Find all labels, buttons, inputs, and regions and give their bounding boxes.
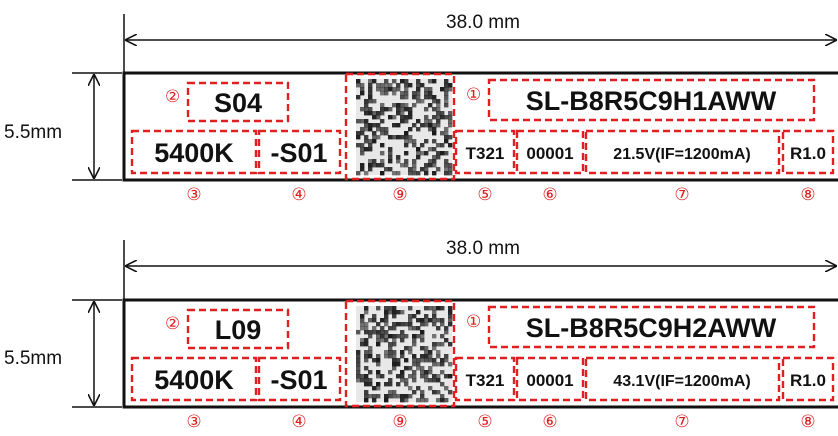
marker-matrix: ⑨ — [392, 185, 407, 204]
width-dimension: 38.0 mm — [123, 238, 836, 300]
marker-suffix: ④ — [291, 185, 306, 204]
marker-part-number: ① — [466, 85, 481, 104]
label-outline — [122, 298, 838, 409]
serial: 00001 — [526, 144, 573, 163]
code-t-box — [454, 356, 516, 402]
width-dim-text: 38.0 mm — [446, 238, 520, 259]
cct: 5400K — [154, 365, 234, 395]
suffix: -S01 — [270, 365, 327, 395]
code-t: T321 — [466, 371, 505, 390]
marker-voltage: ⑦ — [674, 412, 689, 431]
data-matrix — [356, 306, 453, 403]
code-top: S04 — [214, 88, 262, 118]
code-top: L09 — [215, 315, 262, 345]
matrix-box — [344, 72, 456, 181]
data-matrix — [356, 79, 453, 176]
marker-serial: ⑥ — [542, 185, 557, 204]
cct: 5400K — [154, 138, 234, 168]
matrix-box — [344, 299, 456, 408]
voltage: 43.1V(IF=1200mA) — [613, 373, 750, 390]
serial-box — [515, 129, 585, 175]
part-number-box — [487, 78, 816, 122]
revision-box — [781, 356, 835, 402]
height-dim-text: 5.5mm — [4, 122, 62, 143]
marker-serial: ⑥ — [542, 412, 557, 431]
voltage-box — [584, 356, 781, 402]
revision-box — [781, 129, 835, 175]
suffix-box — [257, 356, 342, 402]
marker-cct: ③ — [186, 185, 201, 204]
marker-voltage: ⑦ — [674, 185, 689, 204]
marker-cct: ③ — [186, 412, 201, 431]
code-top-box — [186, 81, 290, 123]
marker-code-top: ② — [165, 87, 180, 106]
suffix: -S01 — [270, 138, 327, 168]
code-t: T321 — [466, 144, 505, 163]
part-number: SL-B8R5C9H1AWW — [526, 86, 777, 116]
cct-box — [130, 356, 258, 402]
revision: R1.0 — [790, 144, 826, 163]
serial: 00001 — [526, 371, 573, 390]
marker-part-number: ① — [466, 312, 481, 331]
label-outline — [122, 71, 838, 182]
cct-box — [130, 129, 258, 175]
marker-revision: ⑧ — [800, 185, 815, 204]
voltage-box — [584, 129, 781, 175]
code-top-box — [186, 308, 290, 350]
height-dimension: 5.5mm — [4, 72, 122, 181]
suffix-box — [257, 129, 342, 175]
marker-revision: ⑧ — [800, 412, 815, 431]
voltage: 21.5V(IF=1200mA) — [613, 146, 750, 163]
marker-matrix: ⑨ — [392, 412, 407, 431]
code-t-box — [454, 129, 516, 175]
marker-suffix: ④ — [291, 412, 306, 431]
serial-box — [515, 356, 585, 402]
part-number-box — [487, 305, 816, 349]
marker-code-t: ⑤ — [477, 412, 492, 431]
label-2: 38.0 mm 5.5mm ② L09 ① SL-B8R5C9H2AWW 540… — [4, 238, 838, 431]
height-dimension: 5.5mm — [4, 299, 122, 408]
label-1: 38.0 mm 5.5mm ② S04 ① SL-B8R5C9H1AWW 540… — [4, 12, 838, 204]
width-dimension: 38.0 mm — [123, 12, 836, 72]
part-number: SL-B8R5C9H2AWW — [526, 313, 777, 343]
marker-code-t: ⑤ — [477, 185, 492, 204]
height-dim-text: 5.5mm — [4, 348, 62, 369]
revision: R1.0 — [790, 371, 826, 390]
marker-code-top: ② — [165, 314, 180, 333]
width-dim-text: 38.0 mm — [446, 12, 520, 33]
